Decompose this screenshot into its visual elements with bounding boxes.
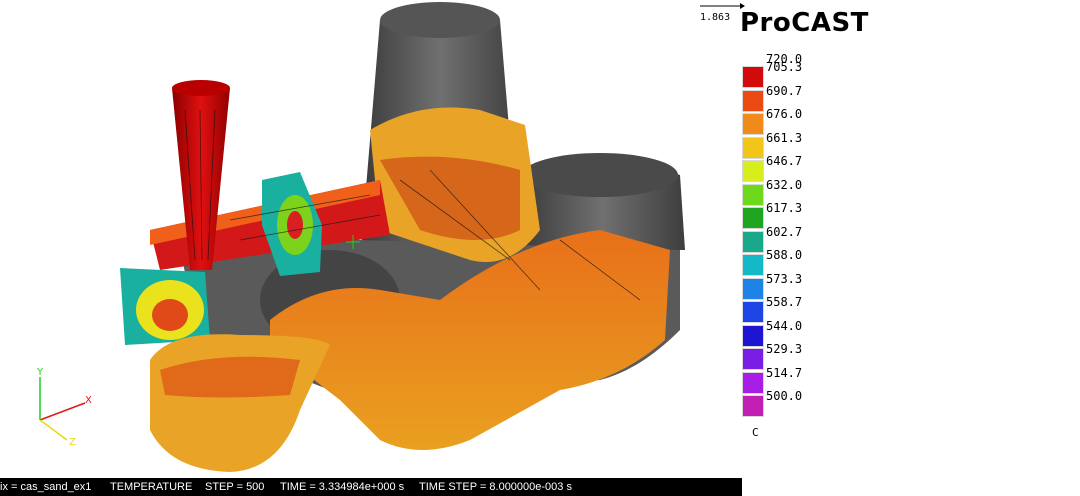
legend-swatch [742,136,764,159]
legend-swatch [742,183,764,206]
legend-swatch [742,254,764,276]
legend-row: 544.0 [742,319,852,348]
legend-swatch [742,66,764,88]
legend-row: 705.3 [742,60,852,89]
legend-row: 646.7 [742,154,852,183]
vector-scale-arrow-icon [700,3,745,9]
legend-label: 602.7 [766,224,803,239]
legend-unit: C [752,426,759,439]
legend-swatch [742,89,764,112]
legend-label: 588.0 [766,248,803,262]
legend-row: 558.7 [742,295,852,324]
legend-row: 514.7 [742,366,852,395]
legend-label: 676.0 [766,107,803,121]
legend-row: 588.0 [742,248,852,277]
legend-row: 676.0 [742,107,852,136]
legend-swatch [742,371,764,394]
legend-swatch [742,230,764,253]
status-time: TIME = 3.334984e+000 s [280,481,405,493]
legend-label: 661.3 [766,130,803,145]
legend-swatch [742,160,764,182]
legend-row: 573.3 [742,272,852,301]
legend-swatch [742,277,764,300]
axis-x-label: X [85,395,92,406]
legend-swatch [742,113,764,135]
legend-row: 617.3 [742,201,852,230]
legend-swatch [742,207,764,229]
legend-label: 529.3 [766,342,803,356]
casting-model [120,2,685,472]
status-bar: ix = cas_sand_ex1 TEMPERATURE STEP = 500… [0,478,742,496]
legend-row: 602.7 [742,225,852,254]
legend-row: 661.3 [742,131,852,160]
legend-label: 514.7 [766,365,803,380]
axis-triad: Y X Z [36,367,92,448]
legend-swatch [742,395,764,417]
status-quantity: TEMPERATURE [110,481,193,493]
legend-swatch [742,348,764,370]
legend-max-value: 720.0 [766,52,803,66]
legend-label: 705.3 [766,60,803,74]
legend-label: 558.7 [766,295,803,309]
legend-label: 617.3 [766,201,803,215]
legend-label: 573.3 [766,271,803,286]
axis-y-label: Y [36,367,44,378]
brand-logo: ProCAST [740,8,869,38]
legend-label: 690.7 [766,83,803,98]
legend-row: 690.7 [742,84,852,113]
status-time-step: TIME STEP = 8.000000e-003 s [419,481,572,493]
legend-label: 646.7 [766,154,803,168]
legend-row: 529.3 [742,342,852,371]
legend-label: 544.0 [766,318,803,333]
legend-label: 500.0 [766,389,803,403]
axis-z-label: Z [69,437,76,448]
legend-swatch [742,301,764,323]
status-file: ix = cas_sand_ex1 [0,481,92,493]
vector-scale-value: 1.863 [700,12,731,23]
legend-label: 632.0 [766,177,803,192]
legend-row: 500.0 [742,389,852,418]
legend-swatch [742,324,764,347]
simulation-viewport[interactable] [0,0,740,478]
status-step: STEP = 500 [205,481,265,493]
legend-row: 632.0 [742,178,852,207]
